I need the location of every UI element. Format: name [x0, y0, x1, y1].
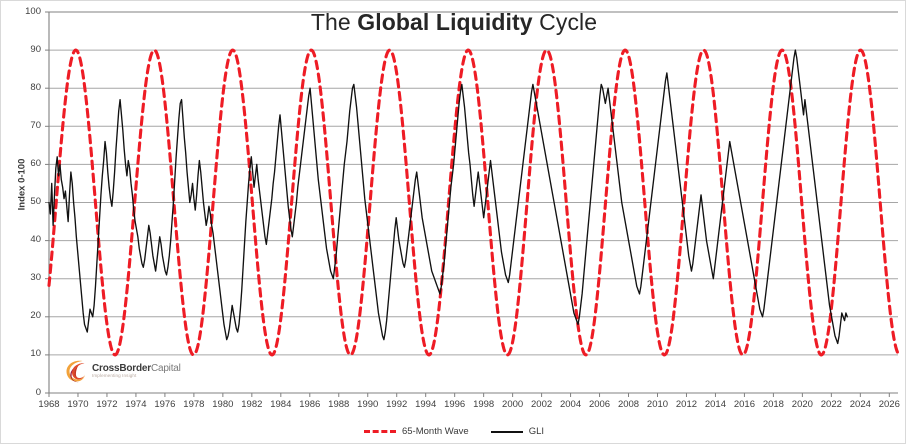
y-axis-tick-label: 60	[30, 157, 41, 169]
y-axis-tick-label: 50	[30, 196, 41, 207]
x-axis-tick-label: 2016	[733, 399, 755, 410]
y-axis-tick-label: 40	[30, 234, 41, 246]
x-axis-tick-label: 2004	[559, 399, 582, 410]
x-axis-tick-label: 2008	[617, 399, 640, 410]
x-axis-tick-label: 1982	[241, 399, 263, 410]
x-axis-tick-label: 1972	[96, 399, 118, 410]
x-axis-tick-label: 1984	[270, 399, 292, 410]
x-axis-tick-label: 1992	[386, 399, 408, 410]
x-axis-tick-label: 1968	[38, 399, 60, 410]
y-axis-tick-label: 80	[30, 81, 41, 93]
legend-label-wave: 65-Month Wave	[401, 426, 469, 437]
y-axis-tick-label: 70	[30, 119, 41, 131]
x-axis-tick-label: 1996	[444, 399, 466, 410]
series-65-month-wave	[47, 48, 900, 357]
chart-title-post: Cycle	[532, 9, 598, 35]
logo-name-bold: CrossBorder	[92, 362, 151, 374]
legend-item-gli[interactable]: GLI	[490, 426, 545, 437]
swirl-icon	[66, 360, 85, 383]
x-axis-tick-label: 1974	[125, 399, 147, 410]
y-axis-tick-label: 90	[30, 43, 41, 55]
y-axis-tick-label: 100	[25, 5, 41, 17]
x-axis-tick-label: 1970	[67, 399, 89, 410]
x-axis-tick-label: 1980	[212, 399, 234, 410]
logo-tagline: Implementing Insight	[92, 373, 137, 379]
logo-text: CrossBorderCapital Implementing Insight	[92, 362, 181, 379]
x-axis-tick-label: 1998	[473, 399, 495, 410]
x-axis-tick-label: 1986	[299, 399, 321, 410]
x-axis-tick-label: 2014	[704, 399, 726, 410]
logo-name-light: Capital	[150, 362, 181, 374]
logo-name: CrossBorderCapital	[92, 362, 181, 375]
x-axis-tick-label: 1990	[357, 399, 379, 410]
crossborder-capital-logo: CrossBorderCapital Implementing Insight	[64, 359, 181, 384]
legend-label-gli: GLI	[528, 426, 545, 437]
legend-swatch-solid-icon	[490, 430, 523, 433]
x-axis-tick-label: 2018	[762, 399, 784, 410]
legend-swatch-dashed-icon	[363, 430, 396, 433]
y-axis-tick-label: 10	[30, 348, 41, 360]
x-axis-tick-label: 2024	[849, 399, 871, 410]
x-axis-tick-label: 2026	[878, 399, 900, 410]
x-axis-tick-label: 1976	[154, 399, 176, 410]
x-axis-tick-label: 2022	[820, 399, 842, 410]
chart-legend: 65-Month Wave GLI	[1, 426, 906, 437]
x-axis-tick-label: 1978	[183, 399, 205, 410]
x-axis-tick-label: 1994	[415, 399, 437, 410]
x-axis-tick-label: 1988	[328, 399, 350, 410]
x-axis-tick-label: 2020	[791, 399, 813, 410]
x-axis-tick-label: 2010	[646, 399, 669, 410]
series-gli	[48, 49, 848, 345]
x-axis-tick-label: 2000	[502, 399, 524, 410]
y-axis-tick-label: 0	[35, 386, 41, 398]
legend-item-wave[interactable]: 65-Month Wave	[363, 426, 469, 437]
y-axis-tick-label: 20	[30, 310, 41, 322]
chart-title: The Global Liquidity Cycle	[1, 9, 906, 36]
y-axis-tick-label: 30	[30, 272, 41, 284]
x-axis-tick-label: 2012	[675, 399, 698, 410]
axis-lines	[45, 11, 898, 397]
x-axis-tick-label: 2006	[588, 399, 611, 410]
chart-title-bold: Global Liquidity	[357, 9, 533, 35]
x-axis-tick-label: 2002	[531, 399, 553, 410]
chart-title-pre: The	[310, 9, 358, 35]
